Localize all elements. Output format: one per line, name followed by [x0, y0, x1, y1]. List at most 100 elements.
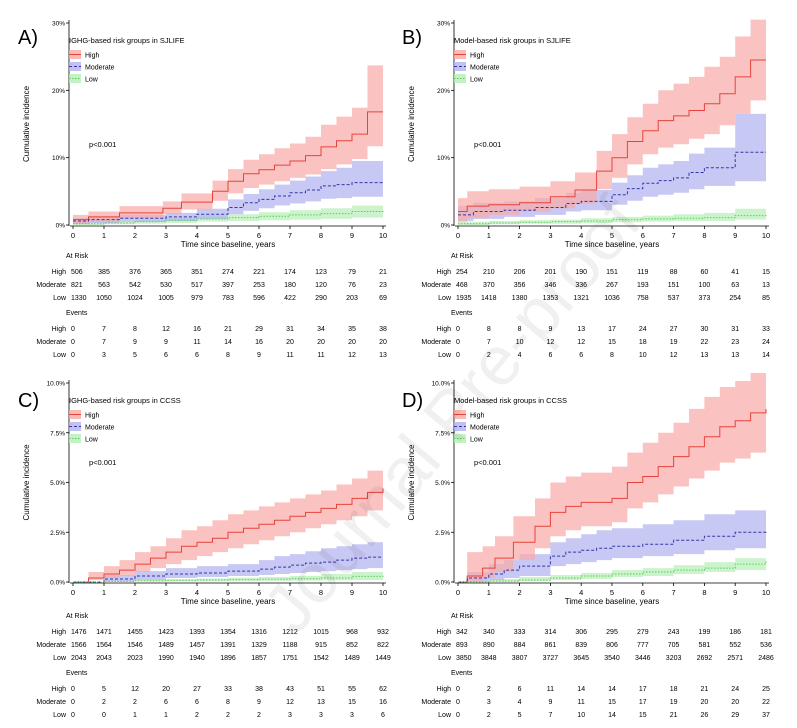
events-cell: 1: [164, 712, 168, 719]
at-risk-title: At Risk: [66, 253, 89, 260]
at-risk-cell: 373: [699, 295, 711, 302]
series-line-high: [73, 488, 384, 583]
events-cell: 15: [348, 699, 356, 706]
events-cell: 11: [547, 686, 554, 693]
events-cell: 33: [762, 326, 770, 333]
at-risk-cell: 861: [545, 642, 557, 649]
events-cell: 19: [670, 699, 678, 706]
events-row-label: Low: [53, 352, 67, 359]
at-risk-cell: 2692: [697, 655, 713, 662]
legend-label-high: High: [470, 53, 485, 60]
x-tick-label: 5: [610, 231, 614, 240]
x-tick-label: 10: [762, 588, 770, 597]
events-cell: 0: [456, 686, 460, 693]
events-cell: 37: [762, 712, 770, 719]
y-axis-title: Cumulative incidence: [407, 85, 416, 162]
events-cell: 12: [286, 699, 294, 706]
at-risk-cell: 1935: [456, 295, 472, 302]
events-cell: 20: [317, 339, 325, 346]
events-cell: 2: [487, 686, 491, 693]
events-cell: 16: [379, 699, 387, 706]
events-cell: 31: [731, 326, 739, 333]
x-tick-label: 1: [102, 588, 106, 597]
events-cell: 14: [224, 339, 232, 346]
at-risk-row-label: Moderate: [36, 282, 66, 289]
events-cell: 6: [195, 699, 199, 706]
events-cell: 20: [348, 339, 356, 346]
series-line-moderate: [458, 530, 767, 583]
x-tick-label: 1: [102, 231, 106, 240]
at-risk-cell: 1050: [96, 295, 112, 302]
events-cell: 23: [731, 339, 739, 346]
at-risk-cell: 279: [637, 629, 649, 636]
events-cell: 24: [731, 686, 739, 693]
at-risk-cell: 63: [731, 282, 739, 289]
events-cell: 9: [548, 699, 552, 706]
legend-label-moderate: Moderate: [470, 65, 500, 72]
events-row-label: Moderate: [36, 339, 66, 346]
events-cell: 15: [608, 699, 616, 706]
events-cell: 19: [670, 339, 678, 346]
at-risk-cell: 552: [729, 642, 741, 649]
at-risk-cell: 120: [315, 282, 327, 289]
at-risk-cell: 365: [160, 269, 172, 276]
at-risk-cell: 85: [762, 295, 770, 302]
events-cell: 55: [348, 686, 356, 693]
at-risk-cell: 3540: [604, 655, 620, 662]
events-cell: 62: [379, 686, 387, 693]
x-tick-label: 1: [487, 588, 491, 597]
at-risk-cell: 1455: [127, 629, 143, 636]
p-value: p<0.001: [474, 458, 501, 467]
at-risk-cell: 1990: [158, 655, 174, 662]
x-tick-label: 4: [579, 588, 583, 597]
at-risk-cell: 253: [253, 282, 265, 289]
series-line-high: [458, 59, 766, 212]
events-cell: 27: [193, 686, 201, 693]
at-risk-cell: 397: [222, 282, 234, 289]
events-cell: 18: [639, 339, 647, 346]
x-tick-label: 7: [288, 588, 292, 597]
at-risk-cell: 314: [545, 629, 557, 636]
at-risk-cell: 2023: [127, 655, 143, 662]
events-cell: 7: [102, 339, 106, 346]
events-cell: 5: [102, 686, 106, 693]
x-tick-label: 7: [672, 231, 676, 240]
at-risk-cell: 243: [668, 629, 680, 636]
events-cell: 0: [71, 326, 75, 333]
at-risk-title: At Risk: [451, 613, 474, 620]
legend-label-high: High: [85, 53, 100, 60]
at-risk-cell: 1321: [573, 295, 589, 302]
at-risk-cell: 351: [191, 269, 203, 276]
ci-band-moderate: [73, 542, 383, 582]
events-cell: 1: [133, 712, 137, 719]
at-risk-cell: 41: [731, 269, 739, 276]
events-row-label: Low: [438, 712, 452, 719]
at-risk-cell: 123: [315, 269, 327, 276]
x-tick-label: 3: [164, 588, 168, 597]
at-risk-cell: 468: [456, 282, 468, 289]
events-cell: 30: [701, 326, 709, 333]
y-tick-label: 2.5%: [50, 530, 65, 537]
events-cell: 7: [102, 326, 106, 333]
at-risk-cell: 203: [346, 295, 358, 302]
panel-label: A): [18, 27, 38, 49]
y-tick-label: 0%: [56, 223, 66, 230]
y-tick-label: 0.0%: [50, 580, 65, 587]
at-risk-cell: 342: [456, 629, 468, 636]
at-risk-cell: 1751: [282, 655, 298, 662]
events-cell: 3: [288, 712, 292, 719]
events-cell: 2: [133, 699, 137, 706]
x-tick-label: 6: [641, 231, 645, 240]
at-risk-cell: 1896: [220, 655, 236, 662]
events-cell: 13: [701, 352, 709, 359]
series-line-low: [458, 214, 767, 225]
legend-label-moderate: Moderate: [470, 425, 500, 432]
at-risk-cell: 1476: [71, 629, 87, 636]
at-risk-title: At Risk: [66, 613, 89, 620]
events-cell: 2: [102, 699, 106, 706]
events-cell: 13: [379, 352, 387, 359]
panel-label: B): [402, 27, 422, 49]
events-cell: 3: [102, 352, 106, 359]
at-risk-row-label: High: [52, 629, 67, 636]
